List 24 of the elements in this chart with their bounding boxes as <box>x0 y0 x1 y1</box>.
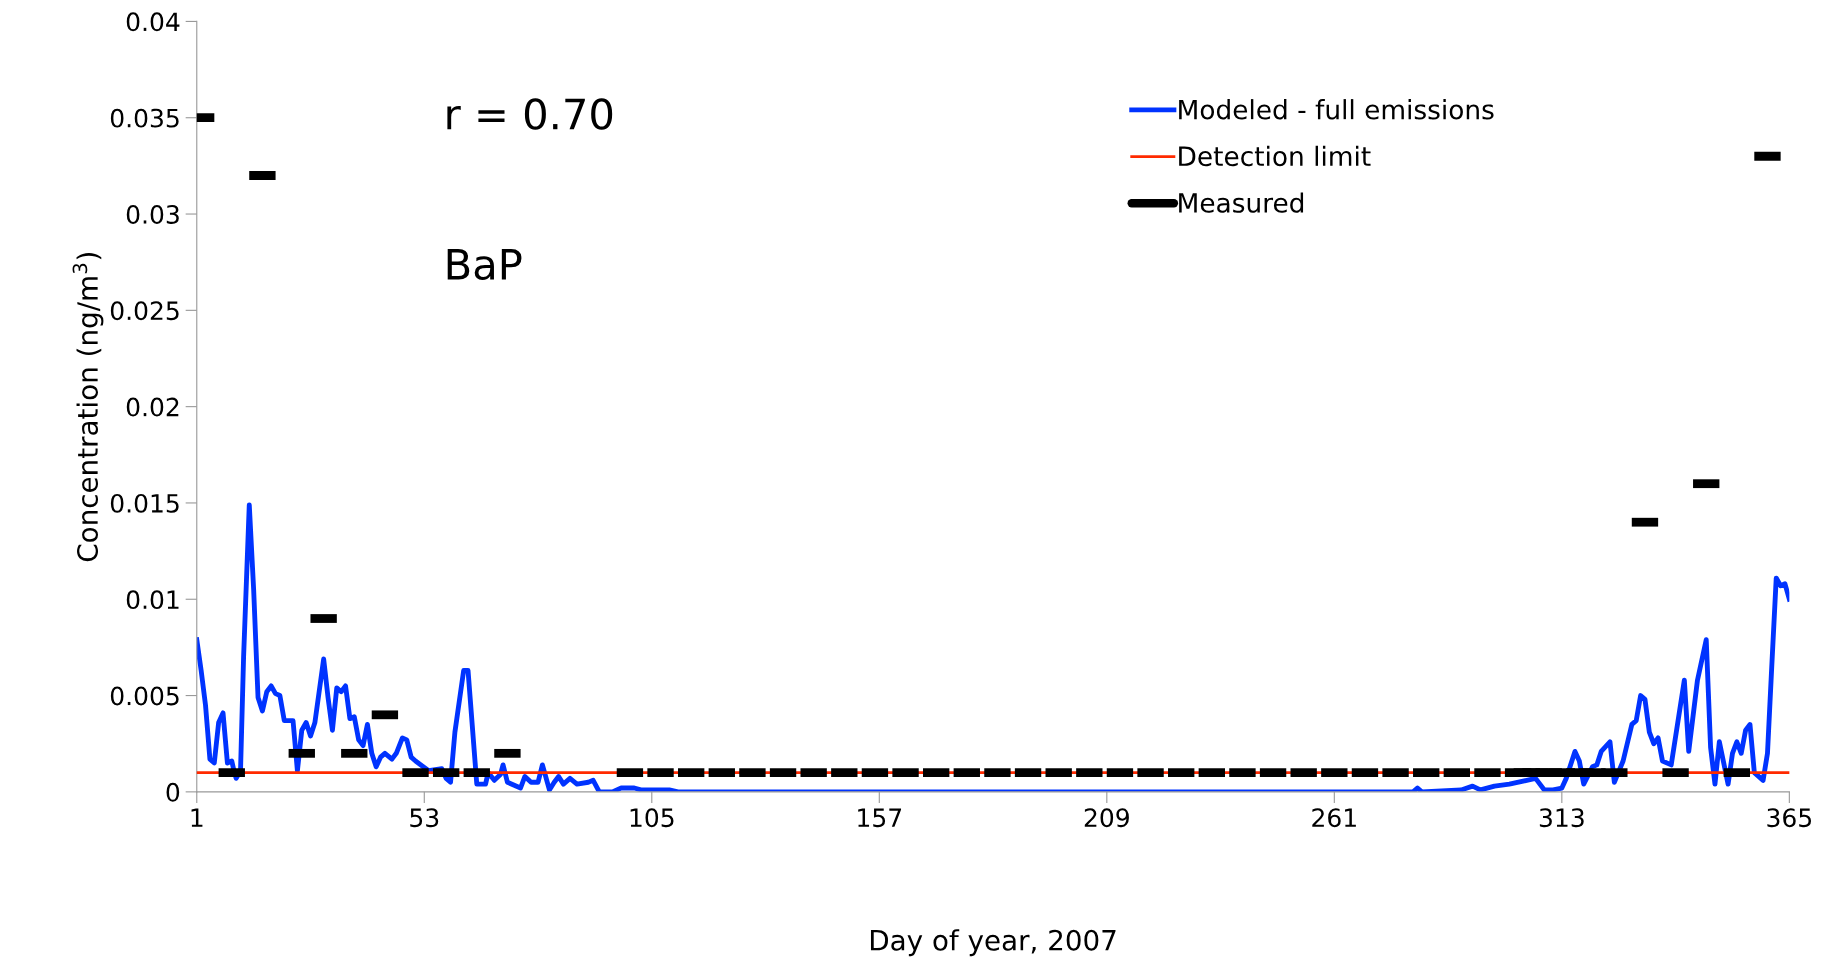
legend-label: Detection limit <box>1179 145 1371 167</box>
annotation: BaP <box>447 249 522 281</box>
x-tick-label: 209 <box>1084 808 1129 828</box>
y-tick-label: 0.035 <box>110 108 179 128</box>
y-tick-label: 0.01 <box>126 590 179 610</box>
y-tick-label: 0.005 <box>110 686 179 706</box>
x-tick-label: 365 <box>1767 808 1812 828</box>
y-axis-title: Concentration (ng/m$^{3}$) <box>72 253 104 562</box>
y-tick-label: 0 <box>166 782 180 802</box>
y-tick-label: 0.02 <box>126 397 179 417</box>
y-tick-label: 0.015 <box>110 493 179 513</box>
x-tick-label: 313 <box>1539 808 1584 828</box>
legend-label: Measured <box>1179 192 1304 213</box>
x-tick-label: 1 <box>191 808 203 827</box>
legend-label: Modeled - full emissions <box>1179 99 1494 120</box>
y-tick-label: 0.025 <box>110 301 179 321</box>
y-tick-label: 0.04 <box>126 12 180 32</box>
x-tick-label: 157 <box>858 808 902 828</box>
annotation: r = 0.70 <box>447 98 613 130</box>
x-tick-label: 53 <box>410 808 439 828</box>
x-axis-title: Day of year, 2007 <box>870 929 1116 957</box>
y-tick-label: 0.03 <box>126 204 179 224</box>
x-tick-label: 261 <box>1312 808 1356 828</box>
x-tick-label: 105 <box>630 808 674 828</box>
